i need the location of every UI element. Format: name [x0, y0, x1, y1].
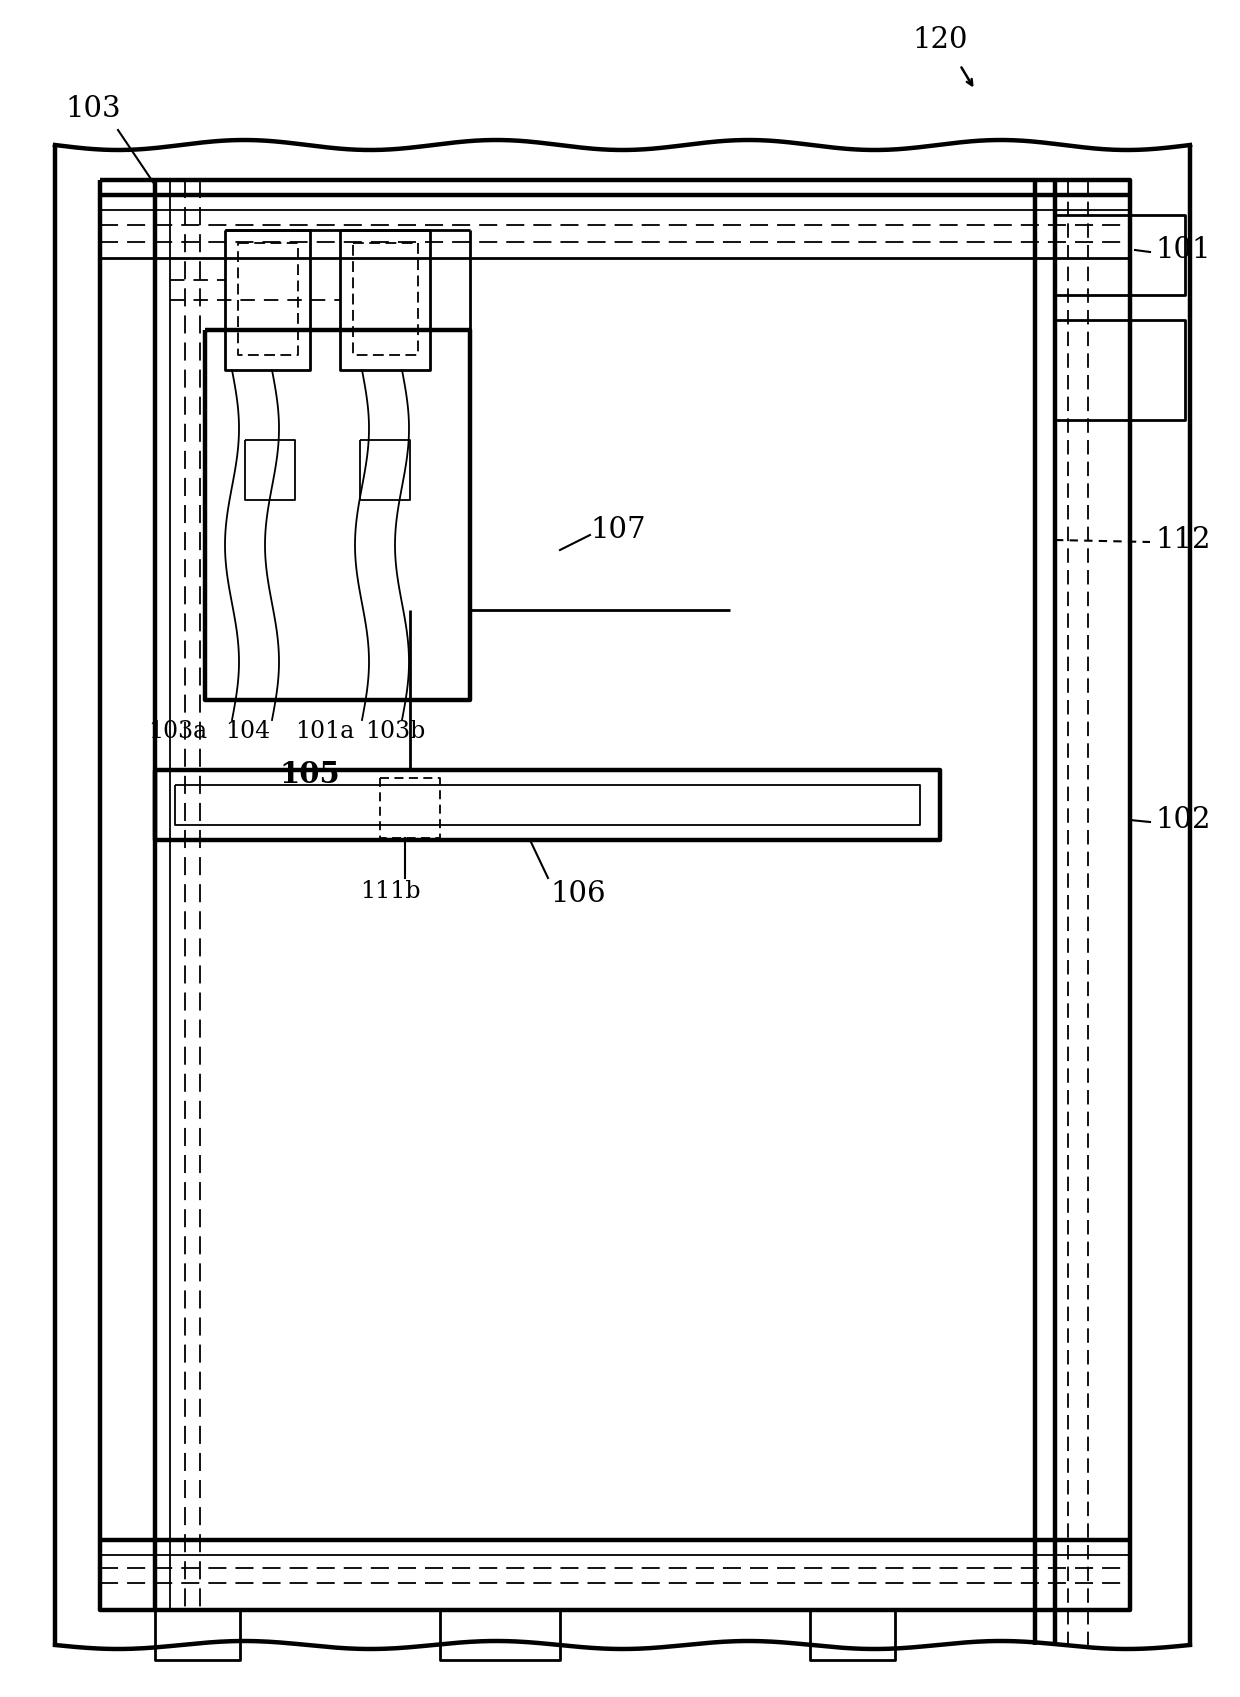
Text: 112: 112 [1154, 526, 1210, 553]
Text: 105: 105 [280, 760, 340, 789]
Text: 106: 106 [551, 881, 605, 908]
Text: 101a: 101a [295, 720, 355, 743]
Text: 103b: 103b [365, 720, 425, 743]
Text: 101: 101 [1154, 236, 1210, 265]
Text: 102: 102 [1154, 806, 1210, 833]
Text: 103: 103 [64, 95, 120, 122]
Text: 111b: 111b [360, 881, 420, 903]
Text: 107: 107 [590, 516, 646, 545]
Text: 104: 104 [224, 720, 270, 743]
Text: 103a: 103a [148, 720, 207, 743]
Text: 120: 120 [913, 25, 967, 54]
